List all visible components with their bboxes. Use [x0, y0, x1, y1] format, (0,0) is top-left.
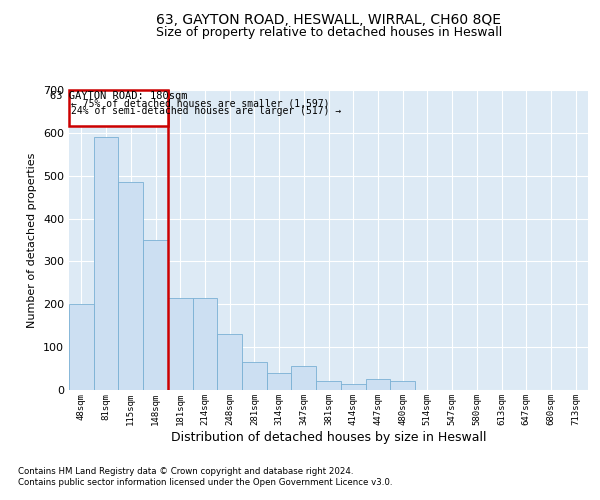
Bar: [341, 384, 365, 390]
Bar: [69, 304, 94, 390]
Bar: [193, 298, 217, 390]
Bar: [390, 382, 415, 390]
Text: Size of property relative to detached houses in Heswall: Size of property relative to detached ho…: [155, 26, 502, 39]
Bar: [316, 382, 341, 390]
Text: Contains public sector information licensed under the Open Government Licence v3: Contains public sector information licen…: [18, 478, 392, 487]
Bar: [118, 182, 143, 390]
Bar: [365, 380, 390, 390]
Text: 63 GAYTON ROAD: 180sqm: 63 GAYTON ROAD: 180sqm: [50, 92, 187, 102]
Bar: [292, 366, 316, 390]
Bar: [143, 240, 168, 390]
Bar: [242, 362, 267, 390]
Text: Distribution of detached houses by size in Heswall: Distribution of detached houses by size …: [171, 431, 487, 444]
Bar: [267, 373, 292, 390]
Y-axis label: Number of detached properties: Number of detached properties: [28, 152, 37, 328]
Text: ← 75% of detached houses are smaller (1,597): ← 75% of detached houses are smaller (1,…: [71, 98, 330, 108]
Text: 24% of semi-detached houses are larger (517) →: 24% of semi-detached houses are larger (…: [71, 106, 341, 116]
Bar: [168, 298, 193, 390]
Text: 63, GAYTON ROAD, HESWALL, WIRRAL, CH60 8QE: 63, GAYTON ROAD, HESWALL, WIRRAL, CH60 8…: [156, 12, 502, 26]
FancyBboxPatch shape: [69, 90, 168, 126]
Bar: [94, 137, 118, 390]
Bar: [217, 334, 242, 390]
Text: Contains HM Land Registry data © Crown copyright and database right 2024.: Contains HM Land Registry data © Crown c…: [18, 468, 353, 476]
